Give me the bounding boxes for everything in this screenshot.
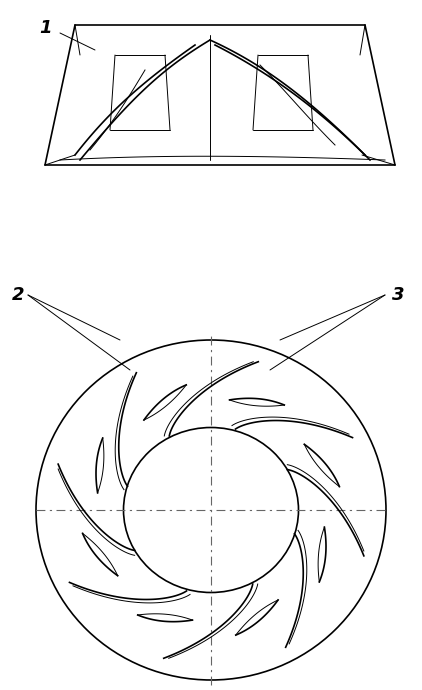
Text: 2: 2: [12, 286, 24, 304]
Text: 3: 3: [392, 286, 404, 304]
Text: 1: 1: [39, 19, 51, 37]
